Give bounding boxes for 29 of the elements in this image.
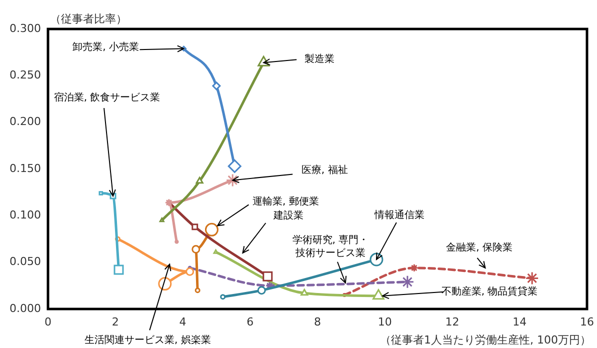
x-tick-label: 16 [580,315,594,328]
y-tick-label: 0.000 [10,302,41,315]
x-tick-label: 14 [512,315,527,328]
x-tick-label: 0 [44,315,52,328]
annotation: 学術研究, 専門・技術サービス業 [292,234,369,259]
y-tick-label: 0.300 [10,22,41,35]
annotation: 卸売業, 小売業 [72,41,139,54]
annotation: 金融業, 保険業 [446,242,512,254]
x-tick-label: 2 [112,315,119,328]
x-tick-label: 8 [314,315,321,328]
x-tick-label: 10 [378,315,392,328]
y-tick-label: 0.200 [10,115,41,128]
x-tick-label: 12 [445,315,460,328]
annotation: 建設業 [272,210,304,222]
annotation: 生活関連サービス業, 娯楽業 [84,334,211,346]
y-tick-label: 0.250 [10,68,41,82]
x-axis-title: （従事者1人当たり労働生産性, 100万円） [380,333,591,346]
annotation: 情報通信業 [373,209,424,222]
y-tick-label: 0.100 [10,208,41,222]
annotation: 製造業 [304,53,335,66]
x-tick-label: 4 [179,315,186,328]
y-tick-label: 0.150 [10,162,41,175]
annotation: 医療, 福祉 [301,164,348,176]
annotation: 宿泊業, 飲食サービス業 [54,92,160,104]
y-tick-label: 0.050 [10,255,41,268]
y-axis-title: （従事者比率） [50,12,127,26]
annotation: 運輸業, 郵便業 [252,195,319,208]
annotation: 不動産業, 物品賃貸業 [441,286,538,298]
x-tick-label: 6 [246,315,254,328]
